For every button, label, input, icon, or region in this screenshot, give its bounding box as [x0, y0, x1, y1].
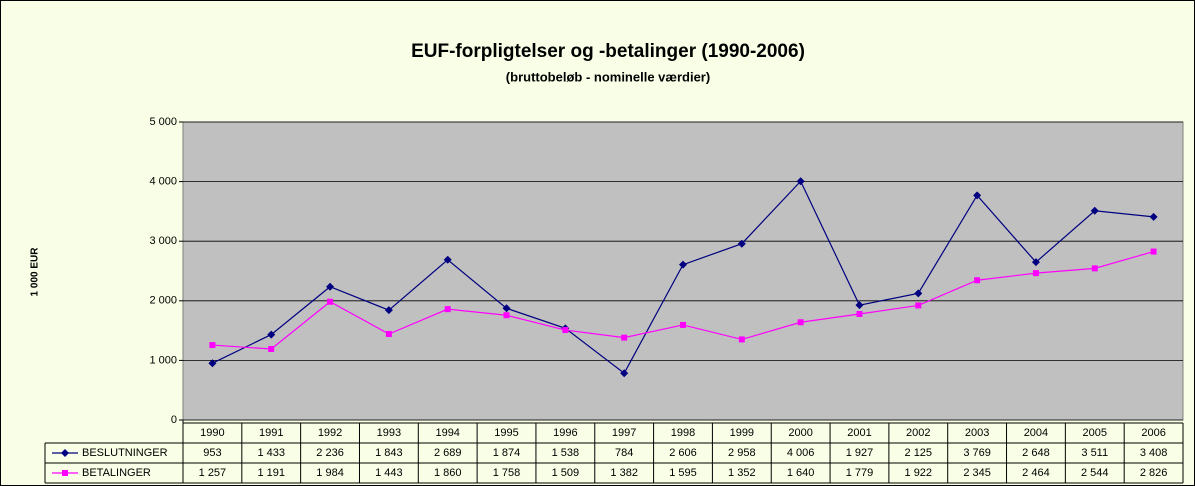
x-tick-label: 1998 [671, 427, 695, 439]
table-value: 1 758 [493, 467, 521, 479]
x-tick-label: 1997 [612, 427, 636, 439]
marker [502, 304, 511, 313]
table-value: 1 860 [434, 467, 462, 479]
table-value: 1 433 [257, 447, 285, 459]
legend-marker [62, 470, 68, 476]
table-value: 2 345 [963, 467, 991, 479]
marker [915, 302, 922, 309]
x-tick-label: 2002 [906, 427, 930, 439]
marker [443, 255, 452, 264]
legend-label: BETALINGER [82, 467, 151, 479]
x-tick-label: 1994 [435, 427, 459, 439]
x-tick-label: 1990 [200, 427, 224, 439]
table-value: 3 769 [963, 447, 991, 459]
marker [1031, 258, 1040, 267]
table-value: 1 843 [375, 447, 403, 459]
y-tick-label: 0 [171, 414, 177, 426]
chart-title: EUF-forpligtelser og -betalinger (1990-2… [411, 41, 805, 62]
marker [209, 342, 216, 349]
table-value: 1 352 [728, 467, 756, 479]
table-value: 2 236 [316, 447, 344, 459]
marker [268, 346, 275, 353]
marker [737, 239, 746, 248]
marker [208, 359, 217, 368]
table-value: 3 511 [1081, 447, 1108, 459]
table-value: 1 538 [552, 447, 580, 459]
marker [679, 260, 687, 269]
legend-label: BESLUTNINGER [82, 447, 168, 459]
table-value: 1 443 [375, 467, 403, 479]
table-value: 784 [615, 447, 633, 459]
table-value: 1 595 [669, 467, 697, 479]
table-value: 2 125 [905, 447, 933, 459]
table-value: 953 [203, 447, 221, 459]
marker [914, 289, 923, 298]
table-value: 1 984 [316, 467, 344, 479]
marker [444, 306, 451, 313]
table-value: 2 958 [728, 447, 756, 459]
table-value: 2 544 [1081, 467, 1109, 479]
table-value: 1 257 [199, 467, 227, 479]
marker [1032, 270, 1039, 277]
x-tick-label: 2006 [1141, 427, 1165, 439]
marker [1149, 212, 1158, 221]
marker [326, 282, 335, 291]
marker [620, 369, 629, 378]
y-axis-label: 1 000 EUR [30, 247, 41, 297]
marker [680, 321, 686, 328]
marker [327, 298, 334, 305]
table-value: 1 509 [552, 467, 580, 479]
marker [1091, 265, 1098, 272]
table-value: 1 779 [846, 467, 874, 479]
x-tick-label: 1995 [494, 427, 518, 439]
marker [1150, 248, 1157, 255]
marker [974, 277, 981, 284]
table-value: 1 927 [846, 447, 874, 459]
marker [973, 191, 982, 200]
y-tick-label: 1 000 [149, 354, 177, 366]
y-tick-label: 4 000 [149, 176, 177, 188]
table-value: 2 606 [669, 447, 697, 459]
x-tick-label: 2003 [965, 427, 989, 439]
y-tick-label: 5 000 [149, 116, 177, 128]
table-value: 2 826 [1140, 467, 1168, 479]
y-tick-label: 3 000 [149, 235, 177, 247]
x-tick-label: 2001 [847, 427, 871, 439]
x-tick-label: 2004 [1024, 427, 1048, 439]
marker [1090, 206, 1099, 215]
table-value: 1 922 [905, 467, 933, 479]
y-tick-label: 2 000 [149, 295, 177, 307]
x-tick-label: 2005 [1083, 427, 1107, 439]
x-tick-label: 2000 [788, 427, 812, 439]
marker [797, 319, 804, 326]
table-value: 4 006 [787, 447, 815, 459]
marker [796, 177, 805, 186]
marker [384, 306, 393, 315]
table-value: 3 408 [1140, 447, 1168, 459]
x-tick-label: 1996 [553, 427, 577, 439]
marker [855, 301, 864, 310]
chart-subtitle: (bruttobeløb - nominelle værdier) [506, 69, 710, 84]
plot-area [182, 121, 1184, 421]
x-tick-label: 1999 [730, 427, 754, 439]
x-tick-label: 1993 [377, 427, 401, 439]
table-value: 2 464 [1022, 467, 1050, 479]
table-value: 1 382 [610, 467, 638, 479]
x-tick-label: 1991 [259, 427, 283, 439]
marker [385, 330, 392, 337]
marker [621, 334, 628, 341]
table-value: 1 874 [493, 447, 521, 459]
marker [503, 312, 510, 319]
marker [562, 327, 569, 334]
table-value: 2 648 [1022, 447, 1050, 459]
table-value: 1 640 [787, 467, 815, 479]
x-tick-label: 1992 [318, 427, 342, 439]
table-value: 1 191 [257, 467, 285, 479]
table-value: 2 689 [434, 447, 462, 459]
marker [267, 330, 276, 339]
legend-marker [61, 449, 69, 457]
marker [738, 336, 745, 343]
marker [856, 310, 863, 317]
